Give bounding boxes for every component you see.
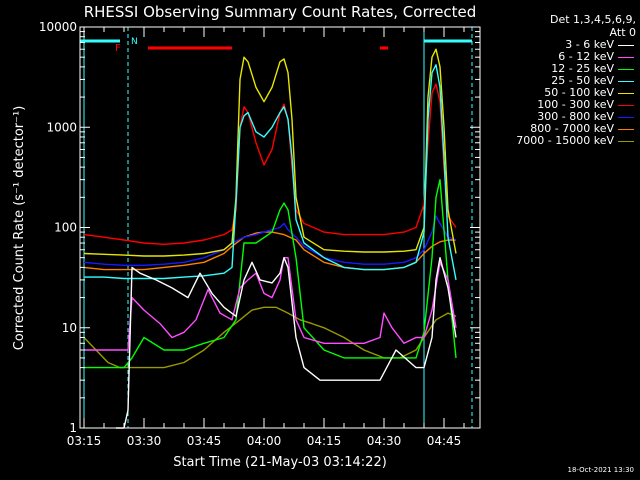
x-tick-label-2: 03:45 (187, 434, 222, 448)
legend-entry-5: 100 - 300 keV (486, 99, 636, 111)
legend-swatch (618, 129, 634, 130)
flag-bars (80, 39, 472, 50)
legend-entry-7: 800 - 7000 keV (486, 123, 636, 135)
x-tick-label-0: 03:15 (67, 434, 102, 448)
legend: Det 1,3,4,5,6,9, Att 0 3 - 6 keV 6 - 12 k… (486, 13, 636, 147)
x-tick-label-6: 04:45 (427, 434, 462, 448)
legend-entry-3: 25 - 50 keV (486, 75, 636, 87)
legend-swatch (618, 105, 634, 106)
legend-swatch (618, 69, 634, 70)
legend-entry-8: 7000 - 15000 keV (486, 135, 636, 147)
y-tick-label-0: 1 (69, 421, 77, 435)
y-tick-label-1: 10 (62, 321, 77, 335)
legend-label: 50 - 100 keV (544, 86, 614, 99)
legend-entry-4: 50 - 100 keV (486, 87, 636, 99)
series-line-7 (83, 231, 456, 271)
y-axis-label: Corrected Count Rate (s⁻¹ detector⁻¹) (12, 106, 27, 351)
legend-swatch (618, 81, 634, 82)
series-line-1 (84, 257, 457, 351)
legend-label: 800 - 7000 keV (530, 122, 614, 135)
y-tick-label-4: 10000 (39, 20, 77, 34)
series-line-2 (84, 178, 457, 369)
x-tick-label-3: 04:00 (247, 434, 282, 448)
legend-entries: 3 - 6 keV 6 - 12 keV 12 - 25 keV 25 - 50 ke… (486, 39, 636, 147)
x-axis-label: Start Time (21-May-03 03:14:22) (173, 455, 387, 470)
legend-swatch (618, 57, 634, 58)
legend-entry-0: 3 - 6 keV (486, 39, 636, 51)
y-tick-label-2: 100 (54, 221, 77, 235)
x-tick-label-4: 04:15 (307, 434, 342, 448)
flag-n-label: N (131, 37, 138, 47)
series-lines (83, 48, 457, 429)
legend-label: 3 - 6 keV (565, 38, 614, 51)
y-tick-label-3: 1000 (46, 120, 77, 134)
legend-label: 25 - 50 keV (551, 74, 614, 87)
timestamp: 18-Oct-2021 13:30 (567, 466, 634, 474)
y-axis-ticks: 1 10 100 1000 10000 (39, 20, 480, 435)
chart-title: RHESSI Observing Summary Count Rates, Co… (84, 3, 477, 21)
series-line-6 (83, 215, 457, 266)
series-line-5 (83, 83, 457, 246)
legend-entry-6: 300 - 800 keV (486, 111, 636, 123)
x-axis-ticks: 03:15 03:30 03:45 04:00 04:15 04:30 04:45 (67, 27, 465, 448)
legend-entry-1: 6 - 12 keV (486, 51, 636, 63)
legend-label: 12 - 25 keV (551, 62, 614, 75)
legend-entry-2: 12 - 25 keV (486, 63, 636, 75)
legend-swatch (618, 141, 634, 142)
x-tick-label-1: 03:30 (127, 434, 162, 448)
legend-label: 7000 - 15000 keV (516, 134, 614, 147)
series-line-3 (84, 64, 457, 281)
legend-swatch (618, 93, 634, 94)
legend-label: 6 - 12 keV (558, 50, 614, 63)
legend-swatch (618, 45, 634, 46)
x-tick-label-5: 04:30 (367, 434, 402, 448)
legend-header-attenuator: Att 0 (609, 26, 636, 39)
legend-label: 100 - 300 keV (537, 98, 614, 111)
series-line-4 (83, 48, 457, 257)
legend-label: 300 - 800 keV (537, 110, 614, 123)
series-line-0 (116, 257, 457, 429)
legend-header-detectors: Det 1,3,4,5,6,9, (549, 13, 636, 26)
legend-swatch (618, 117, 634, 118)
flag-f-label: F (115, 43, 121, 54)
series-line-8 (83, 306, 457, 369)
